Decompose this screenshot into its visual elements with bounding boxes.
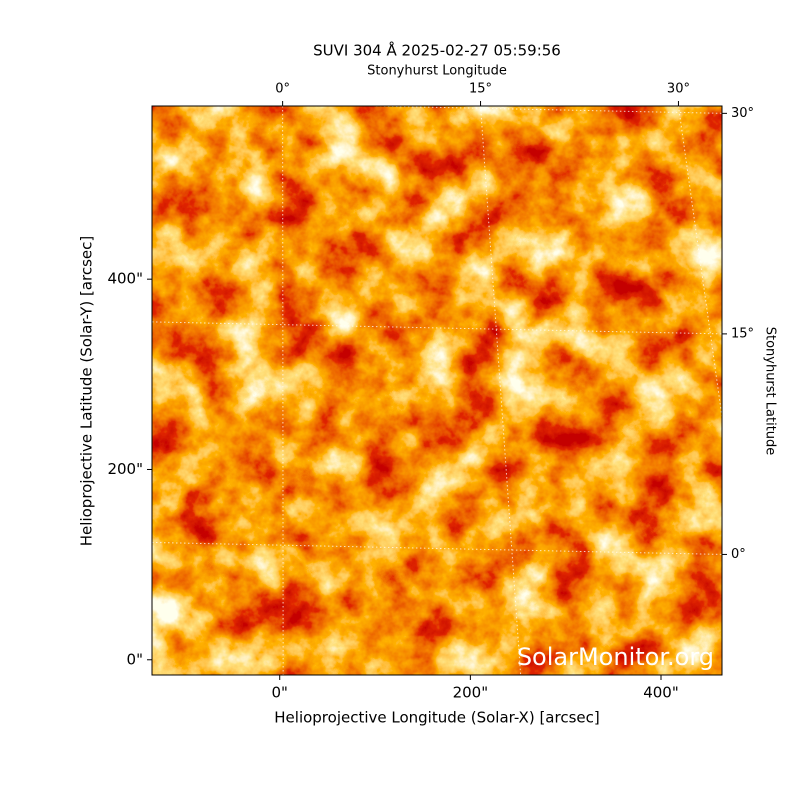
grid-layer: [152, 106, 722, 675]
solar-image: [152, 106, 722, 675]
y2-axis-label: Stonyhurst Latitude: [763, 327, 778, 456]
y2-tick-label: 30°: [731, 106, 754, 121]
y-tick-label: 200": [107, 460, 143, 478]
x-tick-label: 200": [453, 684, 489, 702]
y-tick-label: 400": [107, 270, 143, 288]
x2-axis-label: Stonyhurst Longitude: [367, 64, 507, 79]
y-axis-label: Helioprojective Latitude (Solar-Y) [arcs…: [78, 236, 96, 546]
x2-tick-label: 15°: [469, 82, 492, 97]
x-tick-label: 400": [643, 684, 679, 702]
longitude-grid-line: [480, 106, 522, 675]
latitude-grid-line: [152, 321, 722, 335]
x2-tick-label: 30°: [667, 82, 690, 97]
latitude-grid-line: [152, 541, 722, 555]
y-tick-label: 0": [127, 650, 143, 668]
chart-title: SUVI 304 Å 2025-02-27 05:59:56: [313, 41, 561, 60]
x2-tick-label: 0°: [275, 82, 290, 97]
longitude-grid-line: [282, 106, 284, 675]
x-axis-label: Helioprojective Longitude (Solar-X) [arc…: [274, 709, 599, 727]
y2-tick-label: 0°: [731, 547, 746, 562]
plot-frame: [151, 105, 723, 676]
watermark: SolarMonitor.org: [517, 643, 714, 671]
x-tick-label: 0": [271, 684, 287, 702]
y2-tick-label: 15°: [731, 326, 754, 341]
latitude-grid-line: [349, 106, 722, 114]
